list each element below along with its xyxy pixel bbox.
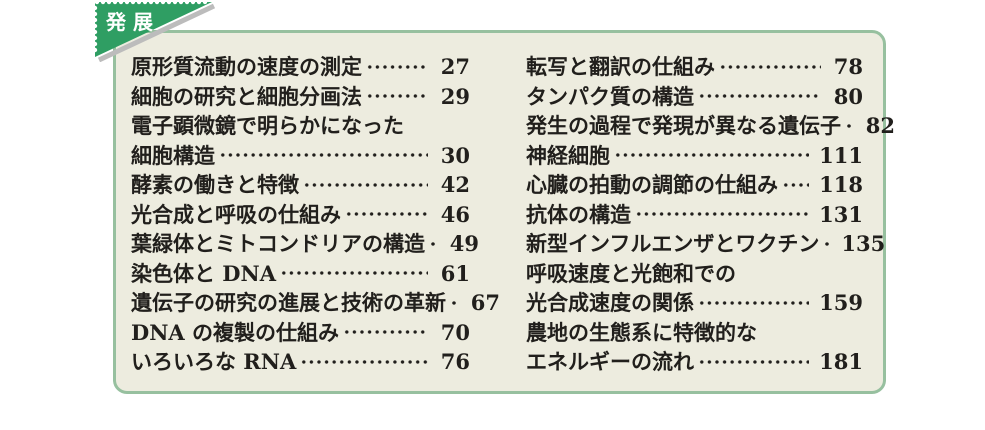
toc-entry: タンパク質の構造 80 [526,81,863,111]
toc-entry-page-number: 61 [440,260,470,286]
toc-panel: 原形質流動の速度の測定 27 細胞の研究と細胞分画法 29 電子顕微鏡で明らかに… [113,30,895,394]
toc-entry-leader-dots [429,229,437,259]
toc-entry: 転写と翻訳の仕組み 78 [526,52,863,82]
toc-entry-title: 原形質流動の速度の測定 [131,54,362,79]
toc-entry-leader-dots [450,288,458,318]
toc-entry-title: 発生の過程で発現が異なる遺伝子 [526,113,841,138]
toc-column-right: 転写と翻訳の仕組み 78 タンパク質の構造 80 発生の過程で発現が異なる遺伝子… [526,52,895,377]
toc-entry: 細胞構造 30 [131,140,470,170]
toc-entry-title: 電子顕微鏡で明らかになった [131,113,404,138]
toc-entry-title: DNA の複製の仕組み [131,319,340,345]
toc-entry-leader-dots [635,199,810,229]
toc-entry-page-number: 78 [833,54,863,79]
toc-entry: 細胞の研究と細胞分画法 29 [131,81,470,111]
toc-entry-title: いろいろな RNA [131,349,297,374]
toc-entry-leader-dots [698,347,810,377]
toc-entry-title: 細胞構造 [131,142,215,168]
hatten-tag-perforation [95,2,208,53]
toc-entry-page-number: 159 [819,290,863,315]
toc-entry-title: 染色体と DNA [131,260,277,286]
toc-entry: 新型インフルエンザとワクチン 135 [526,229,885,259]
toc-entry-leader-dots [345,199,428,229]
toc-entry-leader-dots [366,52,428,82]
toc-entry: 神経細胞 111 [526,140,863,170]
toc-entry-page-number: 135 [841,231,886,256]
toc-entry-page-number: 49 [449,231,479,256]
toc-entry-page-number: 111 [819,142,863,168]
toc-entry-title: 新型インフルエンザとワクチン [526,231,820,256]
toc-entry-page-number: 118 [819,172,863,197]
toc-entry: 心臓の拍動の調節の仕組み 118 [526,170,863,200]
toc-entry-title: 抗体の構造 [526,201,631,227]
toc-entry: 農地の生態系に特徴的な [526,318,863,348]
toc-entry: 光合成と呼吸の仕組み 46 [131,199,470,229]
toc-entry-page-number: 29 [440,83,470,109]
toc-entry-leader-dots [614,140,810,170]
toc-entry-leader-dots [300,347,428,377]
hatten-tag-background [95,2,212,57]
toc-entry-page-number: 76 [440,349,470,374]
toc-entry-page-number: 42 [440,172,470,197]
toc-entry-leader-dots [698,81,821,111]
toc-entry-title: 農地の生態系に特徴的な [526,319,757,345]
toc-entry-page-number: 70 [440,319,470,345]
toc-entry: 酵素の働きと特徴 42 [131,170,470,200]
toc-entry: エネルギーの流れ 181 [526,347,863,377]
toc-entry-title: 葉緑体とミトコンドリアの構造 [131,231,425,256]
toc-entry-title: 呼吸速度と光飽和での [526,260,736,286]
toc-entry: 抗体の構造 131 [526,199,863,229]
toc-entry: DNA の複製の仕組み 70 [131,317,470,347]
toc-entry-page-number: 131 [819,201,863,227]
toc-entry-page-number: 46 [440,201,470,227]
toc-entry-leader-dots [280,258,428,288]
hatten-tag-shadow [97,3,216,62]
toc-entry-leader-dots [823,229,832,259]
toc-entry-title: 神経細胞 [526,142,610,168]
toc-entry-leader-dots [698,288,810,318]
toc-entry: 葉緑体とミトコンドリアの構造 49 [131,229,479,259]
toc-entry-page-number: 27 [440,54,470,79]
toc-column-left: 原形質流動の速度の測定 27 細胞の研究と細胞分画法 29 電子顕微鏡で明らかに… [131,52,500,377]
toc-entry-title: 細胞の研究と細胞分画法 [131,83,362,109]
toc-entry: 発生の過程で発現が異なる遺伝子 82 [526,111,895,141]
toc-entry: いろいろな RNA 76 [131,347,470,377]
toc-entry-page-number: 82 [865,113,895,138]
toc-entry: 原形質流動の速度の測定 27 [131,52,470,82]
toc-entry: 染色体と DNA 61 [131,258,470,288]
toc-entry-leader-dots [845,111,853,141]
toc-entry-leader-dots [343,317,428,347]
toc-entry-title: 心臓の拍動の調節の仕組み [526,172,778,197]
toc-entry-page-number: 30 [440,142,470,168]
toc-entry-page-number: 67 [470,290,500,315]
toc-entry: 光合成速度の関係 159 [526,288,863,318]
toc-entry: 電子顕微鏡で明らかになった [131,111,470,141]
toc-entry-leader-dots [782,170,810,200]
toc-entry-title: タンパク質の構造 [526,83,694,109]
toc-entry: 呼吸速度と光飽和での [526,259,863,289]
toc-entry-title: 光合成と呼吸の仕組み [131,201,341,227]
toc-entry-title: 遺伝子の研究の進展と技術の革新 [131,290,446,315]
hatten-tag-label: 発展 [105,10,160,34]
toc-entry-leader-dots [303,170,428,200]
toc-entry-title: エネルギーの流れ [526,349,694,374]
toc-entry-leader-dots [366,81,428,111]
toc-entry-page-number: 80 [833,83,863,109]
toc-entry-title: 光合成速度の関係 [526,290,694,315]
toc-entry-leader-dots [719,52,821,82]
toc-entry-title: 酵素の働きと特徴 [131,172,299,197]
hatten-tag: 発展 [95,2,216,62]
toc-entry: 遺伝子の研究の進展と技術の革新 67 [131,288,500,318]
toc-entry-leader-dots [219,140,428,170]
toc-entry-title: 転写と翻訳の仕組み [526,54,715,79]
toc-entry-page-number: 181 [819,349,863,374]
